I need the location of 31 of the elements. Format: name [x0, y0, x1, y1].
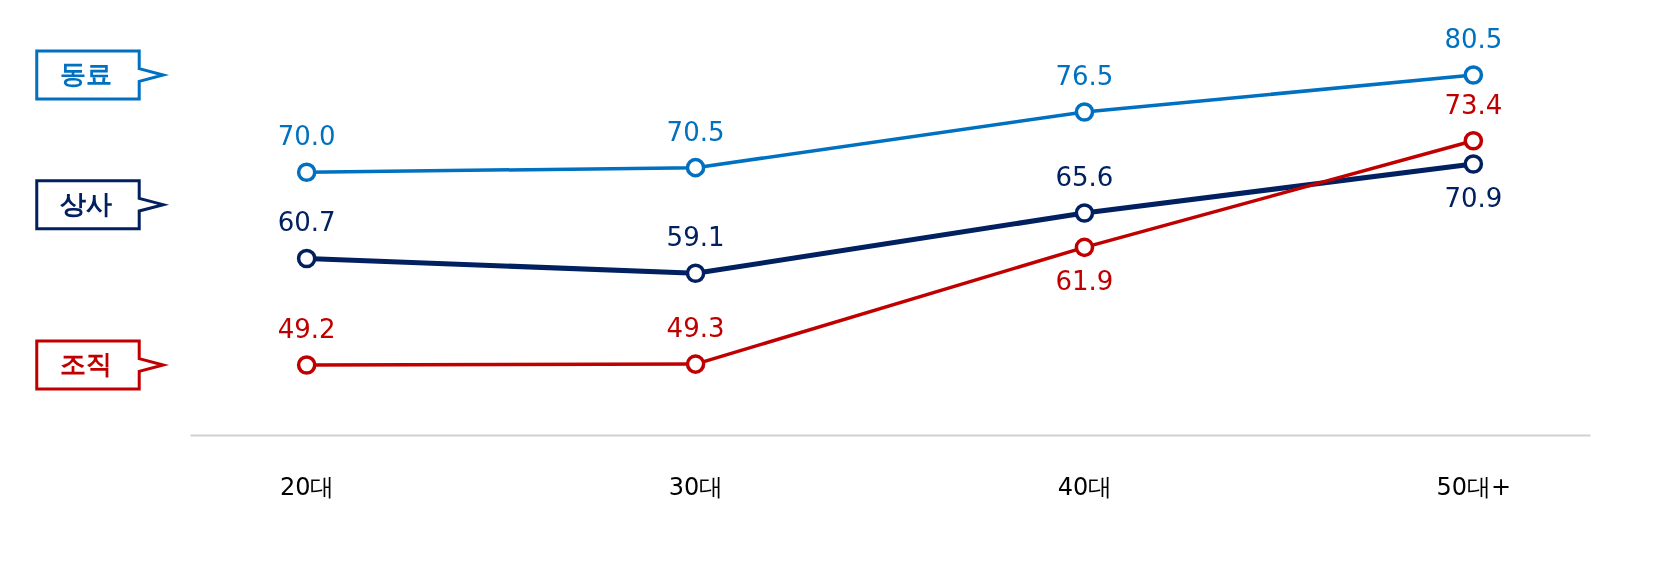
x-tick-label: 30대	[668, 472, 724, 501]
text: 동료	[60, 59, 112, 89]
text: 상사	[60, 188, 112, 219]
x-tick-label: 20대	[279, 472, 335, 501]
data-label: 70.5	[666, 116, 725, 147]
data-label: 49.2	[277, 314, 336, 344]
data-label: 49.3	[666, 313, 725, 344]
data-label: 70.9	[1444, 182, 1503, 213]
data-label: 73.4	[1444, 89, 1503, 120]
data-label: 76.5	[1055, 61, 1114, 92]
data-label: 61.9	[1055, 266, 1114, 297]
point	[1463, 130, 1484, 151]
data-label: 59.1	[666, 222, 725, 253]
point	[685, 263, 706, 284]
point	[1074, 203, 1095, 223]
point	[296, 248, 317, 269]
point	[1463, 154, 1484, 174]
point	[685, 354, 706, 374]
point	[1074, 102, 1095, 122]
x-tick-label: 40대	[1057, 472, 1113, 501]
data-label: 80.5	[1444, 24, 1503, 54]
text: 조직	[60, 349, 112, 379]
data-label: 60.7	[277, 207, 336, 238]
point	[685, 157, 706, 178]
point	[1074, 237, 1095, 258]
data-label: 65.6	[1055, 162, 1114, 193]
point	[296, 162, 317, 183]
x-tick-label: 50대+	[1436, 472, 1512, 501]
point	[296, 355, 317, 375]
point	[1463, 65, 1484, 85]
data-label: 70.0	[277, 121, 336, 152]
